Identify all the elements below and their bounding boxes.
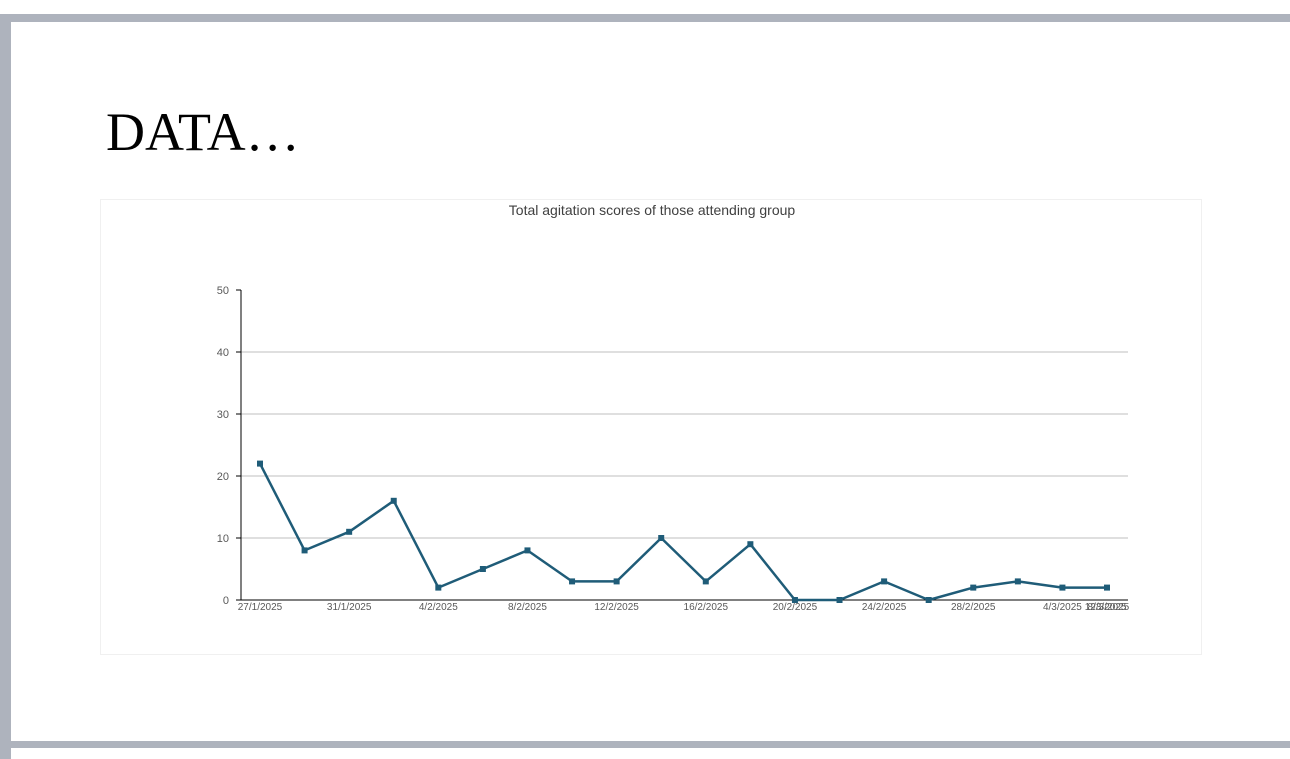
x-tick-label: 12/2/2025 (594, 602, 639, 613)
data-point (658, 535, 665, 541)
slide-frame-left (0, 14, 11, 759)
y-axis-ticks: 0 10 20 30 40 50 (217, 285, 241, 607)
data-point (301, 547, 308, 554)
x-tick-label: 31/1/2025 (327, 602, 372, 613)
x-tick-label: 4/2/2025 (419, 602, 458, 613)
data-point (435, 584, 442, 591)
data-point (613, 578, 620, 585)
data-point (569, 578, 576, 585)
data-point (1014, 578, 1021, 585)
data-point (390, 497, 397, 504)
x-tick-label: 16/2/2025 (684, 602, 729, 613)
y-tick-label: 20 (217, 471, 229, 483)
series-layer (257, 460, 1110, 603)
x-tick-label: 20/2/2025 (773, 602, 818, 613)
y-tick-label: 0 (223, 595, 229, 607)
x-tick-label: 12/3/2025 (1085, 602, 1130, 613)
y-tick-label: 40 (217, 347, 229, 359)
series-line (258, 463, 1107, 602)
x-axis-ticks: 27/1/2025 31/1/2025 4/2/2025 8/2/2025 12/2/2… (238, 602, 1130, 613)
data-point (257, 460, 263, 467)
chart-title: Total agitation scores of those attendin… (509, 202, 796, 218)
data-point (702, 578, 709, 585)
y-tick-label: 10 (217, 533, 229, 545)
x-tick-label: 4/3/2025 (1043, 602, 1082, 613)
slide-frame-top (0, 14, 1290, 22)
data-point (925, 597, 932, 603)
slide-frame-bottom (0, 741, 1290, 748)
data-point (836, 597, 843, 603)
data-point (346, 528, 353, 535)
data-point (1104, 584, 1110, 591)
y-tick-label: 50 (217, 285, 229, 297)
y-tick-label: 30 (217, 409, 229, 421)
x-tick-label: 24/2/2025 (862, 602, 907, 613)
x-tick-label: 28/2/2025 (951, 602, 996, 613)
data-point (970, 584, 977, 591)
x-tick-label: 8/2/2025 (508, 602, 547, 613)
data-point (479, 566, 486, 572)
axes (240, 290, 1128, 601)
chart-panel: Total agitation scores of those attendin… (100, 199, 1202, 655)
line-chart: Total agitation scores of those attendin… (217, 202, 1130, 613)
data-point (747, 541, 754, 548)
x-tick-label: 27/1/2025 (238, 602, 283, 613)
gridlines (241, 351, 1128, 539)
slide-title: DATA… (106, 102, 300, 162)
data-point (881, 578, 888, 585)
x-tick-label: 8/3/2025 (1088, 602, 1127, 613)
data-point (791, 597, 798, 603)
data-point (1059, 584, 1066, 591)
data-point (524, 547, 531, 554)
